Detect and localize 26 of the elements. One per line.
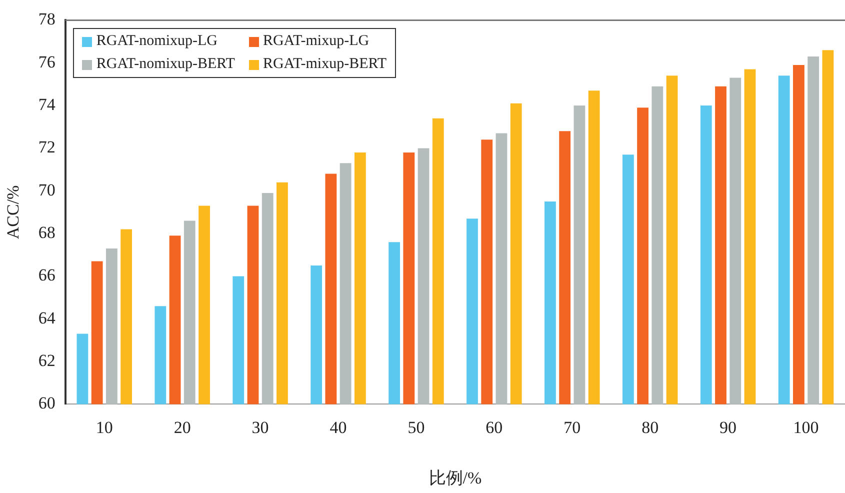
x-tick-label: 30	[252, 418, 269, 437]
x-tick-label: 40	[330, 418, 347, 437]
x-tick-label: 20	[174, 418, 191, 437]
y-tick-label: 70	[38, 180, 56, 200]
y-tick-label: 60	[38, 394, 56, 413]
x-tick-label: 50	[408, 418, 425, 437]
y-tick-label: 76	[38, 52, 56, 72]
legend-label: RGAT-nomixup-BERT	[96, 56, 235, 74]
x-tick-label: 60	[486, 418, 503, 437]
y-tick-label: 68	[38, 223, 56, 242]
y-axis-title: ACC/%	[4, 185, 23, 240]
x-tick-label: 80	[642, 418, 659, 437]
x-tick-label: 90	[720, 418, 737, 437]
legend-label: RGAT-mixup-BERT	[262, 56, 387, 74]
y-tick-label: 62	[38, 351, 56, 370]
legend-label: RGAT-mixup-LG	[262, 33, 370, 50]
legend-label: RGAT-nomixup-LG	[96, 33, 218, 50]
x-tick-label: 70	[564, 418, 581, 437]
x-tick-label: 100	[793, 418, 819, 437]
y-tick-label: 74	[38, 95, 56, 114]
y-tick-label: 72	[38, 138, 56, 157]
x-tick-label: 10	[96, 418, 113, 437]
y-tick-label: 78	[38, 10, 56, 29]
y-tick-label: 64	[38, 308, 56, 328]
y-tick-label: 66	[38, 266, 56, 285]
x-axis-title: 比例/%	[428, 468, 482, 488]
